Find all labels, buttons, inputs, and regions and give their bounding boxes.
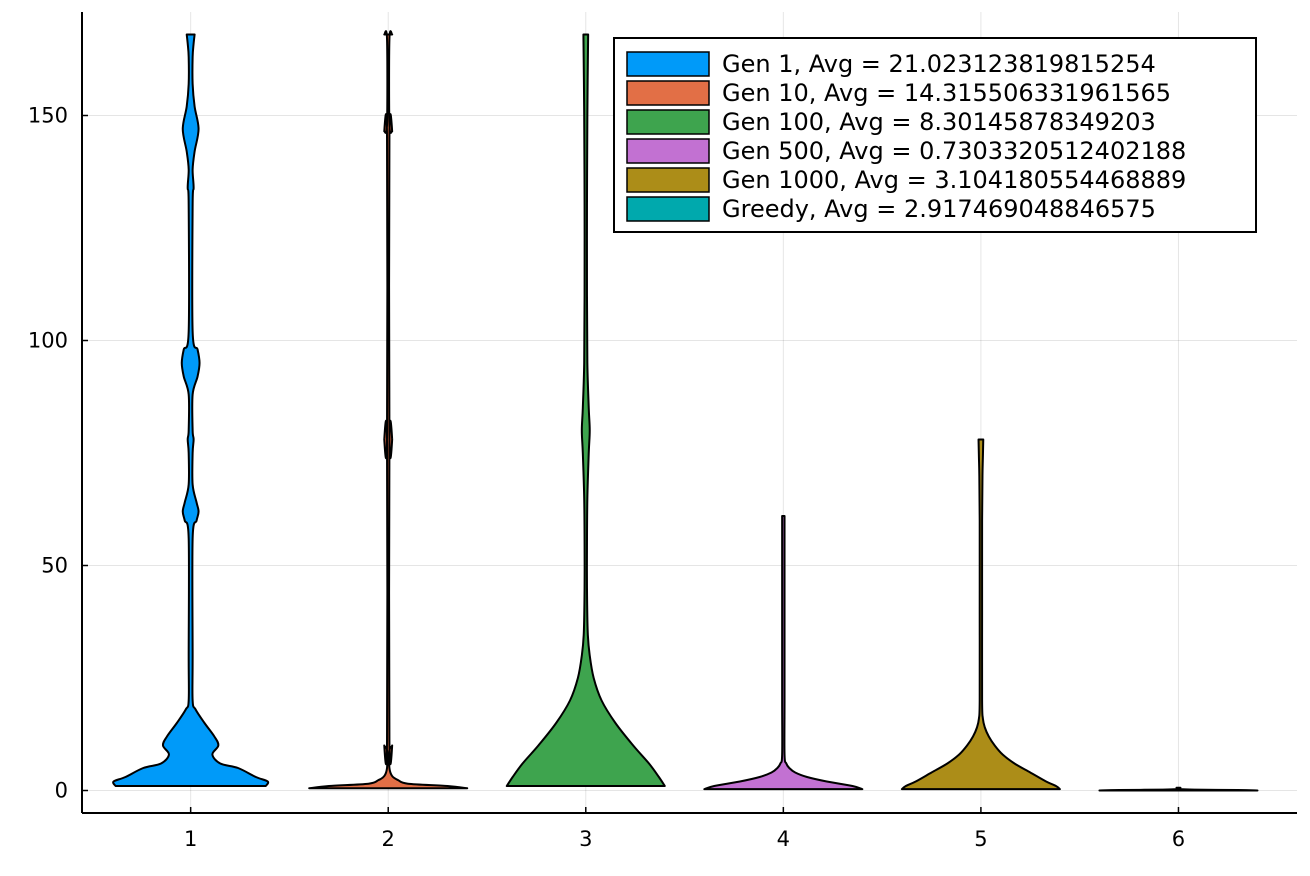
legend-label: Gen 1000, Avg = 3.104180554468889 [722,166,1186,194]
y-tick-label: 150 [28,104,68,128]
legend-label: Gen 10, Avg = 14.315506331961565 [722,79,1171,107]
legend-swatch [626,80,710,106]
violin-2 [308,30,469,790]
x-tick-label: 1 [184,827,197,851]
x-tick-label: 6 [1172,827,1185,851]
axes: 1 2 3 4 5 6 0 50 100 150 [28,12,1297,851]
legend-label: Gen 100, Avg = 8.30145878349203 [722,108,1156,136]
legend-swatch [626,109,710,135]
x-tick-label: 5 [974,827,987,851]
x-tick-label: 3 [579,827,592,851]
violin-4 [703,515,864,791]
legend-swatch [626,167,710,193]
violin-series [112,30,1259,792]
legend-swatch [626,51,710,77]
legend-label: Gen 1, Avg = 21.023123819815254 [722,50,1156,78]
x-tick-label: 4 [777,827,790,851]
legend-swatch [626,138,710,164]
legend-box [613,37,1257,233]
violin-5 [900,438,1061,791]
y-tick-label: 100 [28,329,68,353]
y-tick-label: 0 [55,779,68,803]
violin-1 [112,33,270,787]
x-tick-label: 2 [382,827,395,851]
violin-6 [1098,786,1259,792]
legend-label: Greedy, Avg = 2.917469048846575 [722,195,1156,223]
legend-label: Gen 500, Avg = 0.7303320512402188 [722,137,1186,165]
violin-3 [505,33,666,787]
y-tick-label: 50 [41,554,68,578]
legend-swatch [626,196,710,222]
